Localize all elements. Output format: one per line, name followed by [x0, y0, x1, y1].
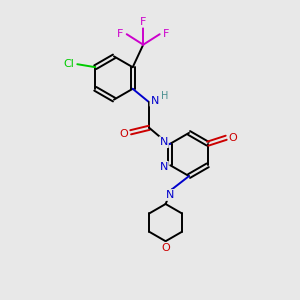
Text: H: H — [161, 91, 169, 101]
Text: N: N — [166, 190, 174, 200]
Text: F: F — [140, 16, 146, 27]
Text: N: N — [150, 96, 159, 106]
Text: O: O — [229, 133, 237, 143]
Text: N: N — [160, 162, 168, 172]
Text: F: F — [117, 29, 123, 39]
Text: O: O — [120, 129, 128, 139]
Text: N: N — [160, 137, 168, 147]
Text: O: O — [161, 243, 170, 253]
Text: Cl: Cl — [64, 59, 74, 69]
Text: F: F — [163, 29, 170, 39]
